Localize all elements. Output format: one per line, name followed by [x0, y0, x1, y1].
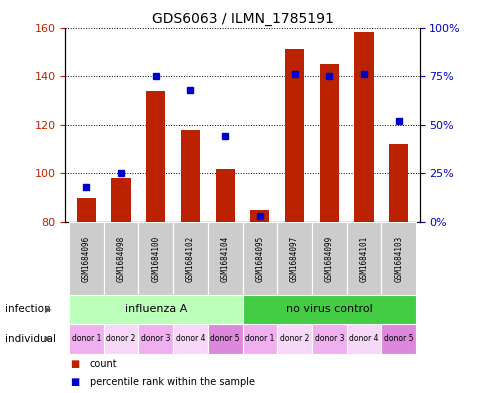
Text: GSM1684099: GSM1684099 — [324, 235, 333, 281]
Text: donor 4: donor 4 — [175, 334, 205, 343]
Text: count: count — [90, 359, 117, 369]
Bar — [285, 50, 303, 222]
Text: GSM1684104: GSM1684104 — [220, 235, 229, 281]
Bar — [311, 324, 346, 354]
Bar — [111, 178, 130, 222]
Bar — [146, 91, 165, 222]
Text: GSM1684098: GSM1684098 — [116, 235, 125, 281]
Bar — [380, 324, 415, 354]
Text: GSM1684096: GSM1684096 — [82, 235, 91, 281]
Bar — [69, 295, 242, 324]
Text: donor 5: donor 5 — [383, 334, 412, 343]
Bar — [319, 64, 338, 222]
Text: donor 1: donor 1 — [245, 334, 274, 343]
Text: ▶: ▶ — [45, 305, 52, 314]
Bar — [380, 222, 415, 295]
Text: GSM1684097: GSM1684097 — [289, 235, 299, 281]
Bar — [69, 222, 104, 295]
Text: donor 2: donor 2 — [106, 334, 136, 343]
Bar — [173, 324, 207, 354]
Text: influenza A: influenza A — [124, 305, 186, 314]
Text: individual: individual — [5, 334, 56, 344]
Text: GSM1684102: GSM1684102 — [185, 235, 195, 281]
Text: donor 4: donor 4 — [348, 334, 378, 343]
Text: GSM1684103: GSM1684103 — [393, 235, 402, 281]
Text: donor 5: donor 5 — [210, 334, 240, 343]
Bar — [173, 222, 207, 295]
Bar — [277, 324, 311, 354]
Bar — [181, 130, 199, 222]
Bar — [346, 324, 380, 354]
Text: ■: ■ — [70, 359, 79, 369]
Text: donor 3: donor 3 — [141, 334, 170, 343]
Bar — [76, 198, 96, 222]
Bar — [311, 222, 346, 295]
Bar — [104, 324, 138, 354]
Text: ▶: ▶ — [45, 334, 52, 343]
Bar — [346, 222, 380, 295]
Bar — [207, 324, 242, 354]
Bar — [242, 222, 277, 295]
Bar — [207, 222, 242, 295]
Bar — [104, 222, 138, 295]
Bar — [138, 222, 173, 295]
Bar — [250, 210, 269, 222]
Bar — [388, 144, 408, 222]
Text: no virus control: no virus control — [285, 305, 372, 314]
Bar — [354, 32, 373, 222]
Text: donor 2: donor 2 — [279, 334, 309, 343]
Text: GDS6063 / ILMN_1785191: GDS6063 / ILMN_1785191 — [151, 12, 333, 26]
Text: GSM1684095: GSM1684095 — [255, 235, 264, 281]
Bar — [215, 169, 234, 222]
Text: donor 3: donor 3 — [314, 334, 343, 343]
Text: ■: ■ — [70, 377, 79, 387]
Text: infection: infection — [5, 305, 50, 314]
Bar — [138, 324, 173, 354]
Bar — [69, 324, 104, 354]
Text: GSM1684100: GSM1684100 — [151, 235, 160, 281]
Text: donor 1: donor 1 — [72, 334, 101, 343]
Bar — [277, 222, 311, 295]
Bar — [242, 295, 415, 324]
Text: GSM1684101: GSM1684101 — [359, 235, 368, 281]
Bar — [242, 324, 277, 354]
Text: percentile rank within the sample: percentile rank within the sample — [90, 377, 254, 387]
